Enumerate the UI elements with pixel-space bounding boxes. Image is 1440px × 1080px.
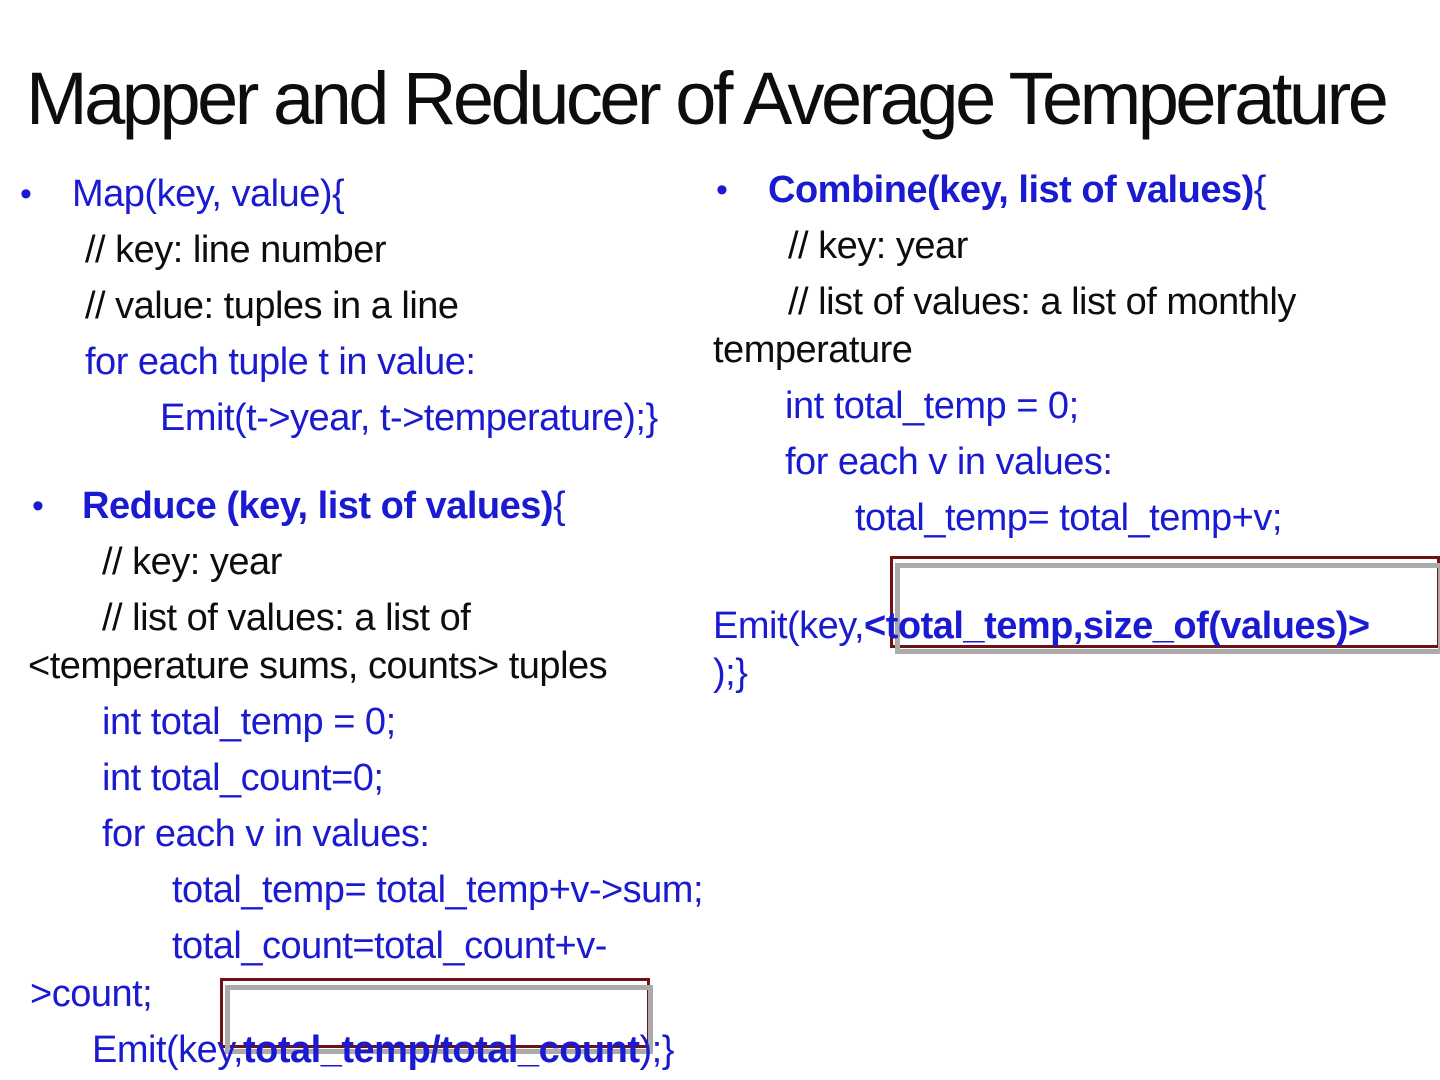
combine-header-brace: { — [1253, 169, 1267, 211]
highlight-box-combine-emit — [890, 556, 1440, 654]
combine-comment-values-line2: temperature — [713, 329, 913, 371]
bullet-icon: • — [716, 171, 728, 209]
map-emit-statement: Emit(t->year, t->temperature);} — [160, 397, 658, 439]
reduce-code-int-total-temp: int total_temp = 0; — [102, 701, 396, 743]
combine-emit-prefix: Emit(key, — [713, 605, 865, 647]
reduce-emit-prefix: Emit(key, — [92, 1029, 244, 1071]
slide-title: Mapper and Reducer of Average Temperatur… — [26, 57, 1389, 140]
reduce-for-loop: for each v in values: — [102, 813, 430, 855]
reduce-comment-values-line1: // list of values: a list of — [102, 597, 471, 639]
reduce-function-header: Reduce (key, list of values){ — [82, 484, 566, 528]
combine-for-loop: for each v in values: — [785, 441, 1113, 483]
combine-header-text: Combine(key, list of values) — [768, 169, 1254, 211]
reduce-code-count-line2: >count; — [30, 973, 153, 1015]
bullet-icon: • — [20, 175, 32, 213]
combine-comment-values-line1: // list of values: a list of monthly — [788, 281, 1296, 323]
reduce-code-int-total-count: int total_count=0; — [102, 757, 384, 799]
bullet-icon: • — [32, 487, 44, 525]
highlight-box-reduce-emit — [220, 978, 653, 1054]
reduce-code-count-line1: total_count=total_count+v- — [172, 925, 607, 967]
reduce-emit-suffix: );} — [639, 1029, 675, 1071]
map-function-header: Map(key, value){ — [72, 173, 345, 215]
combine-emit-suffix: );} — [713, 652, 748, 694]
reduce-comment-values-line2: <temperature sums, counts> tuples — [28, 645, 608, 687]
reduce-header-text: Reduce (key, list of values) — [82, 485, 554, 527]
reduce-emit-highlighted-expression: total_temp/total_count — [243, 1029, 640, 1071]
combine-emit-highlighted-expression: <total_temp,size_of(values)> — [864, 605, 1370, 647]
combine-function-header: Combine(key, list of values){ — [768, 168, 1266, 212]
map-for-loop: for each tuple t in value: — [85, 341, 476, 383]
reduce-comment-key: // key: year — [102, 541, 282, 583]
combine-comment-key: // key: year — [788, 225, 968, 267]
combine-code-int-total-temp: int total_temp = 0; — [785, 385, 1079, 427]
reduce-code-sum: total_temp= total_temp+v->sum; — [172, 869, 704, 911]
reduce-header-brace: { — [553, 485, 566, 527]
reduce-emit-statement: Emit(key,total_temp/total_count);} — [92, 1028, 674, 1072]
map-comment-key: // key: line number — [85, 229, 386, 271]
map-comment-value: // value: tuples in a line — [85, 285, 459, 327]
combine-code-accumulate: total_temp= total_temp+v; — [855, 497, 1282, 539]
combine-emit-statement: Emit(key,<total_temp,size_of(values)> — [713, 604, 1370, 648]
